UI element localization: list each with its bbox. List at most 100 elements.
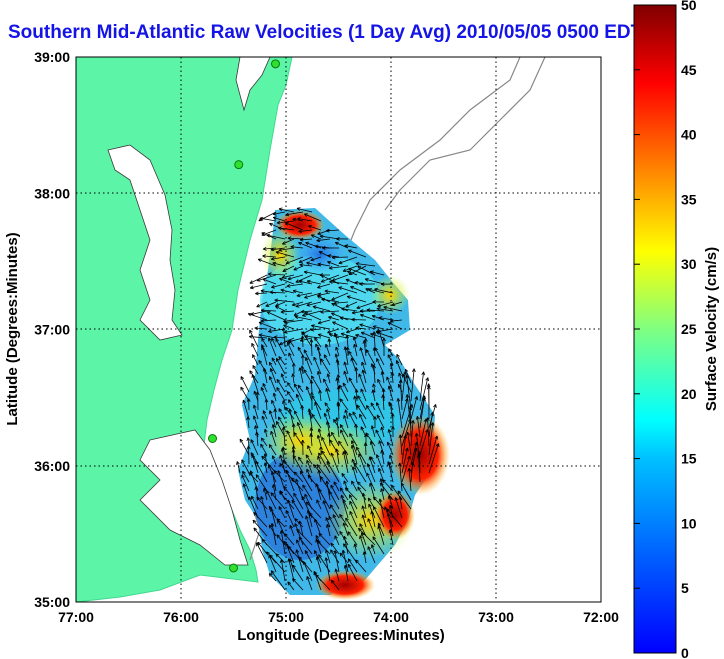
velocity-vector-head <box>261 437 265 440</box>
velocity-vector-head <box>360 347 364 351</box>
velocity-vector-head <box>293 432 298 435</box>
velocity-vector-head <box>318 428 322 432</box>
velocity-vector-head <box>311 324 315 326</box>
velocity-vector-head <box>296 295 301 298</box>
velocity-vector-head <box>287 382 291 385</box>
velocity-vector-head <box>341 550 344 554</box>
velocity-vector <box>325 343 331 357</box>
velocity-vector <box>286 430 295 447</box>
velocity-vector <box>330 452 340 474</box>
velocity-vector-head <box>292 578 294 583</box>
velocity-vector <box>316 556 322 573</box>
velocity-vector-head <box>387 441 391 445</box>
velocity-vector-head <box>299 263 304 266</box>
velocity-vector-head <box>425 417 428 421</box>
velocity-vector-head <box>252 404 255 409</box>
velocity-vector <box>276 421 286 438</box>
velocity-vector-head <box>251 343 255 346</box>
velocity-vector-head <box>254 425 256 430</box>
velocity-vector <box>343 480 349 492</box>
velocity-vector <box>287 237 304 240</box>
velocity-vector <box>326 480 331 501</box>
velocity-vector-head <box>293 267 297 271</box>
velocity-vector-head <box>310 433 313 437</box>
velocity-vector <box>320 274 340 283</box>
velocity-vector-head <box>346 296 350 300</box>
colorbar-label: Surface Velocity (cm/s) <box>703 247 720 411</box>
velocity-vector-head <box>309 339 312 343</box>
velocity-vector-head <box>343 480 347 484</box>
velocity-vector-head <box>434 435 438 439</box>
velocity-vector <box>338 256 358 264</box>
velocity-vector-head <box>282 459 287 462</box>
velocity-vector <box>334 550 340 573</box>
velocity-vector <box>318 428 322 438</box>
velocity-vector-head <box>263 487 267 492</box>
velocity-vector-head <box>326 524 330 528</box>
velocity-vector-head <box>368 288 372 292</box>
velocity-vector <box>265 301 277 307</box>
velocity-vector-head <box>279 491 283 494</box>
velocity-vector-head <box>358 373 362 377</box>
velocity-vector-head <box>287 581 292 584</box>
velocity-vector-head <box>290 246 294 249</box>
velocity-vector <box>268 506 277 519</box>
velocity-vector-head <box>300 335 303 340</box>
velocity-vector <box>419 429 429 456</box>
velocity-vector-head <box>317 263 321 267</box>
velocity-vector-head <box>258 322 262 326</box>
velocity-vector-head <box>279 454 283 458</box>
velocity-vector-head <box>377 329 380 334</box>
velocity-vector <box>321 298 340 303</box>
velocity-vector-head <box>386 513 389 517</box>
velocity-vector <box>347 558 358 573</box>
velocity-vector <box>376 308 394 312</box>
velocity-vector-head <box>355 262 360 264</box>
velocity-vector <box>300 337 313 342</box>
velocity-vector-head <box>272 217 276 221</box>
velocity-vector-head <box>374 287 378 290</box>
velocity-vector <box>402 373 412 393</box>
velocity-vector-head <box>341 307 345 309</box>
velocity-vector-head <box>264 453 268 457</box>
velocity-vector-head <box>341 494 345 498</box>
velocity-vector-head <box>269 444 273 447</box>
velocity-vector <box>324 402 331 411</box>
velocity-vector-head <box>380 450 383 454</box>
velocity-vector <box>363 340 367 357</box>
velocity-vector-head <box>323 378 327 382</box>
velocity-vector <box>312 306 331 312</box>
velocity-vector <box>335 346 340 357</box>
velocity-vector <box>348 268 367 276</box>
velocity-vector <box>383 388 385 402</box>
velocity-vector-head <box>405 368 409 372</box>
velocity-vector-head <box>344 487 347 492</box>
velocity-vector-head <box>334 568 336 573</box>
velocity-vector <box>264 428 268 438</box>
velocity-vector-head <box>302 335 305 340</box>
velocity-vector-head <box>411 404 413 408</box>
velocity-vector <box>370 441 376 456</box>
velocity-vector-head <box>285 222 288 226</box>
velocity-vector <box>366 472 376 492</box>
velocity-vector-head <box>357 395 361 399</box>
velocity-vector <box>365 432 376 447</box>
velocity-vector-head <box>274 408 278 413</box>
velocity-vector <box>354 395 358 411</box>
velocity-vector <box>307 280 322 285</box>
velocity-vector-head <box>294 316 298 320</box>
velocity-vector-head <box>324 290 328 294</box>
velocity-vector <box>249 336 268 339</box>
velocity-vector <box>287 581 295 591</box>
velocity-vector <box>344 346 349 366</box>
velocity-vector-head <box>300 311 305 314</box>
velocity-vector <box>320 358 331 375</box>
velocity-vector-head <box>246 445 249 450</box>
velocity-vector-head <box>287 545 292 548</box>
velocity-vector <box>301 331 313 348</box>
velocity-vector-head <box>277 519 281 523</box>
velocity-vector <box>319 235 340 240</box>
velocity-vector <box>304 312 322 321</box>
velocity-vector <box>349 501 358 519</box>
velocity-vector-head <box>269 554 271 559</box>
